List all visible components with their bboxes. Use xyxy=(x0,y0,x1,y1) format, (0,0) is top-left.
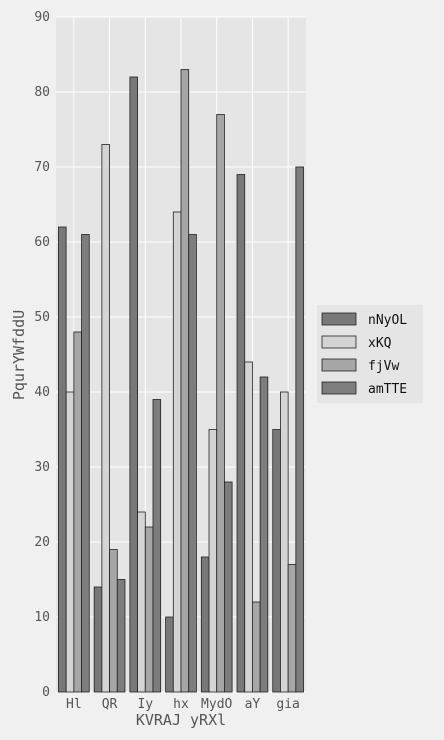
y-tick-label: 80 xyxy=(34,85,50,100)
bar-amTTE-gia xyxy=(295,166,304,693)
y-tick-labels: 0 10 20 30 40 50 60 70 80 90 xyxy=(34,10,50,700)
x-tick-label: QR xyxy=(102,697,118,712)
x-tick-labels: Hl QR Iy hx MydO aY gia xyxy=(66,697,300,712)
legend-label: xKQ xyxy=(368,336,392,351)
y-tick-label: 60 xyxy=(34,235,50,250)
legend-label: nNyOL xyxy=(368,313,407,328)
legend-label: amTTE xyxy=(368,382,407,397)
x-tick-label: hx xyxy=(173,697,189,712)
x-tick-label: Iy xyxy=(137,697,153,712)
bar-amTTE-QR xyxy=(116,579,126,693)
x-axis-label: KVRAJ yRXl xyxy=(136,711,226,729)
bar-amTTE-MydO xyxy=(224,481,233,693)
legend-swatch xyxy=(321,335,357,349)
x-tick-label: MydO xyxy=(201,697,232,712)
y-tick-label: 90 xyxy=(34,10,50,25)
bar-xKQ-QR xyxy=(101,144,110,693)
bar-xKQ-gia xyxy=(280,391,289,693)
x-tick-label: aY xyxy=(245,697,261,712)
bar-nNyOL-QR xyxy=(93,586,103,693)
bar-fjVw-QR xyxy=(109,549,118,693)
bar-xKQ-MydO xyxy=(208,429,218,693)
bar-xKQ-hx xyxy=(172,211,182,693)
bar-fjVw-gia xyxy=(287,564,297,693)
bar-fjVw-aY xyxy=(252,601,261,693)
bar-nNyOL-Hl xyxy=(58,226,67,693)
legend-swatch xyxy=(321,312,357,326)
x-tick-label: gia xyxy=(276,697,299,712)
bar-nNyOL-Iy xyxy=(129,76,138,693)
bar-nNyOL-hx xyxy=(165,616,174,693)
bar-fjVw-Iy xyxy=(144,526,154,693)
bar-amTTE-hx xyxy=(188,234,197,693)
legend-label: fjVw xyxy=(368,359,399,374)
bar-nNyOL-MydO xyxy=(200,556,210,693)
y-tick-label: 0 xyxy=(42,685,50,700)
bar-xKQ-Hl xyxy=(65,391,75,693)
y-tick-label: 30 xyxy=(34,460,50,475)
bar-amTTE-aY xyxy=(259,376,269,693)
bars xyxy=(58,69,304,693)
bar-nNyOL-gia xyxy=(272,429,281,693)
y-tick-label: 10 xyxy=(34,610,50,625)
bar-fjVw-MydO xyxy=(216,114,225,693)
y-tick-label: 20 xyxy=(34,535,50,550)
y-tick-label: 70 xyxy=(34,160,50,175)
bar-xKQ-aY xyxy=(244,361,253,693)
legend: nNyOL xKQ fjVw amTTE xyxy=(317,305,423,403)
legend-swatch xyxy=(321,358,357,372)
x-tick-label: Hl xyxy=(66,697,82,712)
bar-fjVw-hx xyxy=(180,69,190,693)
bar-nNyOL-aY xyxy=(236,174,246,693)
bar-amTTE-Iy xyxy=(152,399,162,693)
y-tick-label: 40 xyxy=(34,385,50,400)
bar-fjVw-Hl xyxy=(73,331,82,693)
y-tick-label: 50 xyxy=(34,310,50,325)
bar-xKQ-Iy xyxy=(137,511,146,693)
legend-swatch xyxy=(321,381,357,395)
y-axis-label: PqurYWfddU xyxy=(10,310,28,400)
bar-amTTE-Hl xyxy=(81,234,90,693)
